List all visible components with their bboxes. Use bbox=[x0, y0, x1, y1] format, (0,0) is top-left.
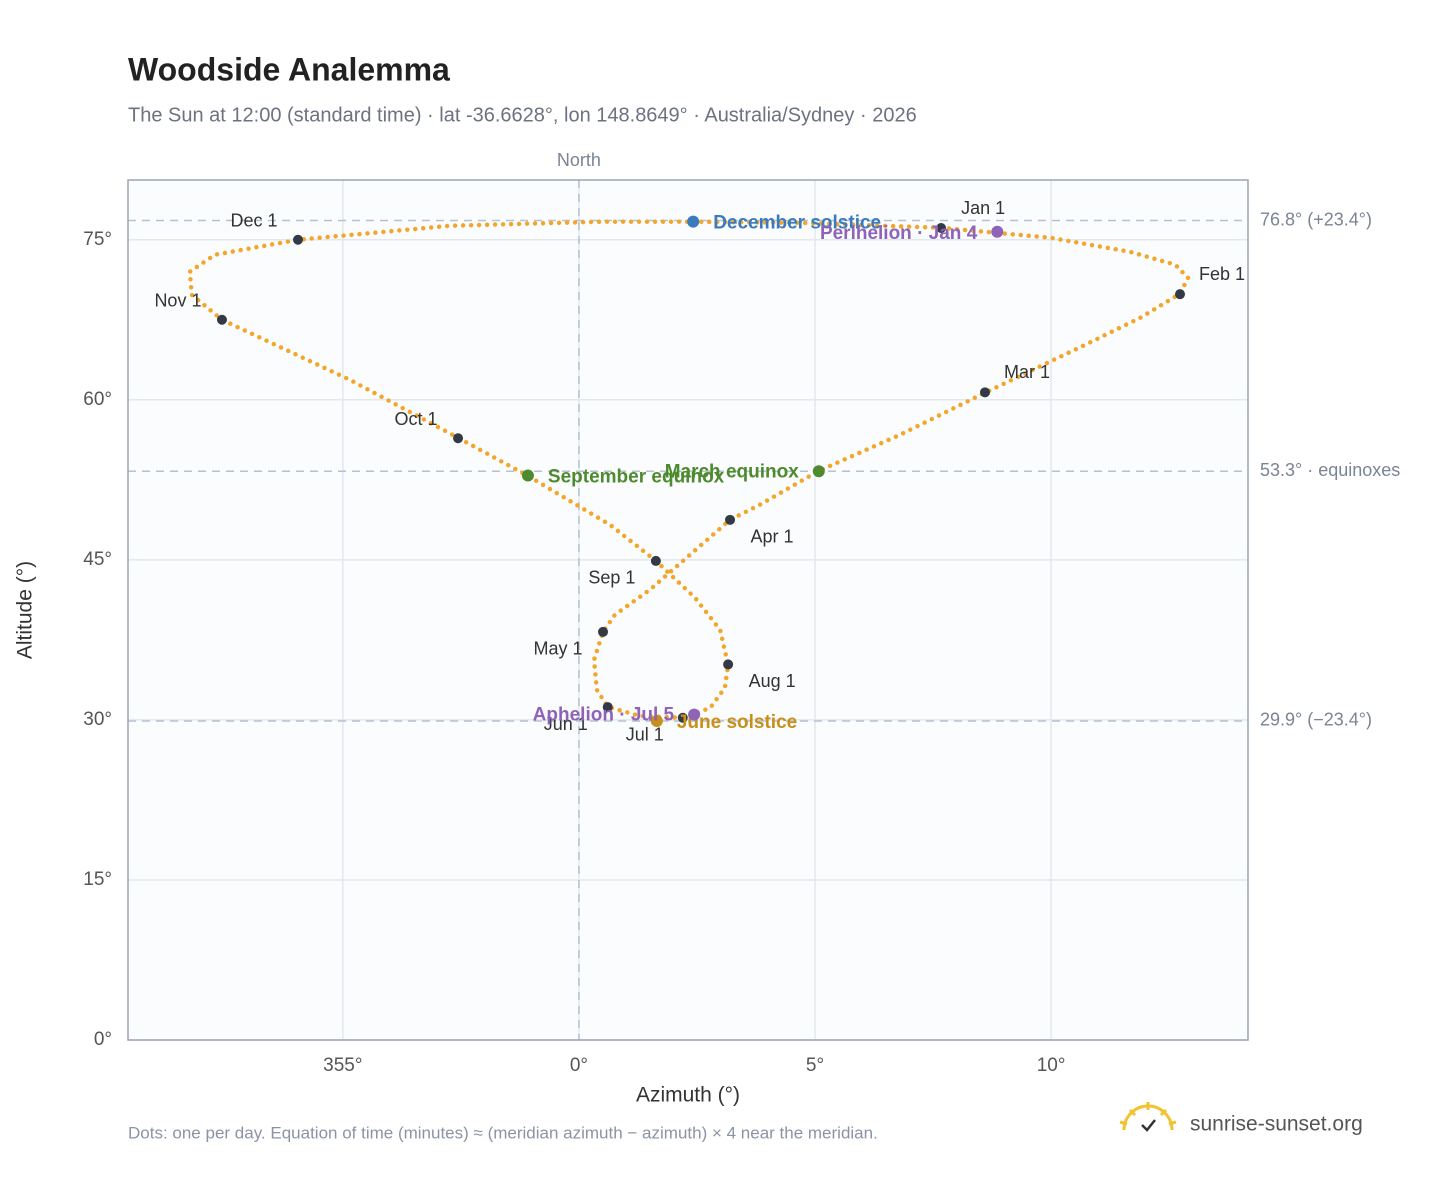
brand-logo bbox=[1119, 1102, 1177, 1132]
month-marker bbox=[602, 702, 613, 713]
month-marker bbox=[979, 387, 990, 398]
x-tick-label: 0° bbox=[570, 1055, 588, 1076]
month-marker bbox=[216, 314, 227, 325]
month-marker bbox=[677, 712, 688, 723]
month-marker bbox=[650, 555, 661, 566]
x-tick-label: 5° bbox=[806, 1055, 824, 1076]
y-tick-label: 60° bbox=[83, 389, 112, 410]
month-label: Nov 1 bbox=[154, 291, 201, 311]
y-tick-label: 45° bbox=[83, 549, 112, 570]
y-tick-label: 0° bbox=[94, 1029, 112, 1050]
y-axis-label: Altitude (°) bbox=[14, 561, 37, 659]
month-label: Feb 1 bbox=[1199, 264, 1245, 284]
month-marker bbox=[453, 433, 464, 444]
month-marker bbox=[723, 659, 734, 670]
event-marker bbox=[650, 714, 663, 727]
event-label: September equinox bbox=[548, 467, 725, 488]
x-tick-label: 10° bbox=[1037, 1055, 1066, 1076]
event-label: June solstice bbox=[677, 712, 797, 733]
footnote: Dots: one per day. Equation of time (min… bbox=[128, 1123, 878, 1142]
month-label: Jan 1 bbox=[961, 198, 1005, 218]
month-label: Dec 1 bbox=[230, 211, 277, 231]
y-tick-label: 15° bbox=[83, 869, 112, 890]
reference-label: 76.8° (+23.4°) bbox=[1260, 209, 1372, 229]
chart-title: Woodside Analemma bbox=[128, 51, 450, 87]
event-marker bbox=[687, 215, 700, 228]
month-label: May 1 bbox=[533, 639, 582, 659]
event-label: December solstice bbox=[713, 213, 881, 234]
meridian-label: North bbox=[557, 150, 601, 170]
plot-frame bbox=[127, 179, 1249, 1041]
month-label: Jul 1 bbox=[626, 725, 664, 745]
month-label: Aug 1 bbox=[749, 671, 796, 691]
month-marker bbox=[292, 234, 303, 245]
month-label: Apr 1 bbox=[751, 527, 794, 547]
month-marker bbox=[725, 514, 736, 525]
event-marker bbox=[812, 465, 825, 478]
month-marker bbox=[936, 223, 947, 234]
month-label: Oct 1 bbox=[395, 409, 438, 429]
month-label: Jun 1 bbox=[544, 714, 588, 734]
event-label: Aphelion · Jul 5 bbox=[533, 705, 675, 726]
x-tick-label: 355° bbox=[323, 1055, 362, 1076]
month-marker bbox=[598, 626, 609, 637]
brand: sunrise-sunset.org bbox=[1190, 1113, 1363, 1136]
x-axis-label: Azimuth (°) bbox=[636, 1084, 740, 1107]
event-marker bbox=[521, 469, 534, 482]
reference-label: 53.3° · equinoxes bbox=[1260, 460, 1400, 480]
y-tick-label: 30° bbox=[83, 709, 112, 730]
event-marker bbox=[991, 225, 1004, 238]
reference-label: 29.9° (−23.4°) bbox=[1260, 710, 1372, 730]
month-label: Sep 1 bbox=[588, 568, 635, 588]
plot-area bbox=[128, 180, 1248, 1040]
month-label: Mar 1 bbox=[1004, 362, 1050, 382]
event-label: March equinox bbox=[665, 461, 800, 482]
event-marker bbox=[688, 708, 701, 721]
month-marker bbox=[1175, 289, 1186, 300]
y-tick-label: 75° bbox=[83, 229, 112, 250]
chart-subtitle: The Sun at 12:00 (standard time) · lat -… bbox=[128, 104, 917, 126]
event-label: Perihelion · Jan 4 bbox=[820, 223, 978, 244]
